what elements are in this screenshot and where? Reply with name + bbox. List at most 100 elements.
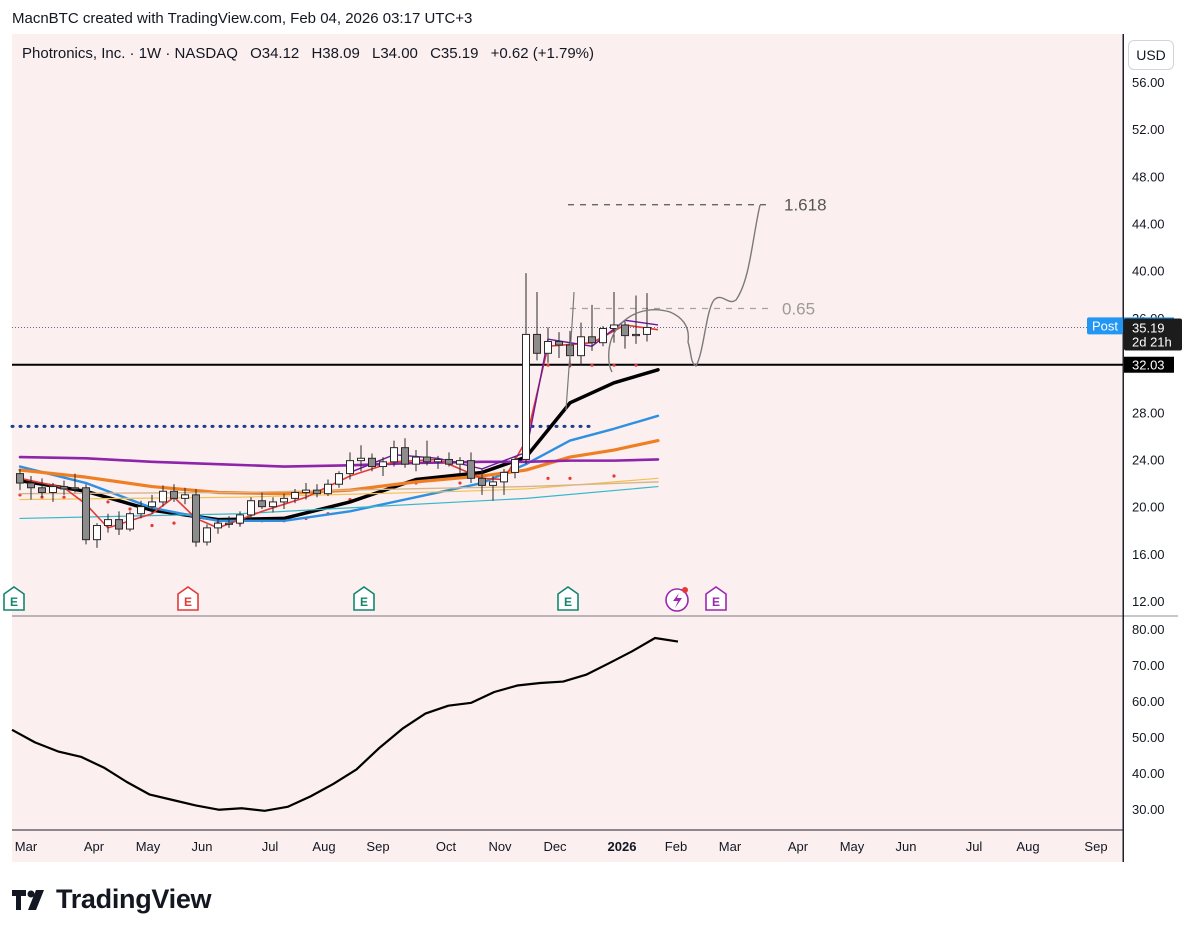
earnings-icon (557, 586, 579, 611)
stop-dot (458, 481, 462, 485)
time-tick-label: Aug (312, 839, 335, 854)
earnings-marker[interactable]: E (705, 586, 727, 611)
price-tick-label: 16.00 (1132, 547, 1165, 562)
countdown-badge: 2d 21h (1132, 334, 1172, 349)
brand: TradingView (12, 884, 212, 915)
earnings-marker[interactable]: E (353, 586, 375, 611)
candle-body (632, 333, 640, 337)
rsi-tick-label: 30.00 (1132, 802, 1165, 817)
candle-body (335, 473, 343, 485)
time-tick-label: Sep (366, 839, 389, 854)
candle-body (247, 500, 255, 516)
candle-body (82, 487, 90, 541)
candle-body (214, 522, 222, 529)
candle-body (423, 456, 431, 463)
time-tick-label: May (840, 839, 865, 854)
candle-body (390, 447, 398, 463)
earnings-marker[interactable]: E (557, 586, 579, 611)
rsi-tick-label: 60.00 (1132, 694, 1165, 709)
candle-body (412, 456, 420, 465)
legend-title: Photronics, Inc. · 1W · NASDAQ (22, 45, 238, 62)
legend: Photronics, Inc. · 1W · NASDAQ O34.12 H3… (22, 45, 602, 62)
candle-body (258, 500, 266, 508)
candle-body (544, 341, 552, 354)
price-tick-label: 28.00 (1132, 405, 1165, 420)
candle-body (346, 460, 354, 475)
earnings-icon (177, 586, 199, 611)
lightning-event-marker[interactable] (665, 587, 689, 612)
stop-dot (612, 474, 616, 478)
currency-button[interactable]: USD (1128, 40, 1174, 70)
rsi-tick-label: 70.00 (1132, 658, 1165, 673)
candle-body (610, 324, 618, 330)
candle-body (445, 458, 453, 465)
candle-body (434, 458, 442, 463)
candle-body (599, 328, 607, 344)
post-badge-label-bg (1087, 317, 1123, 335)
candle-body (225, 522, 233, 525)
earnings-letter: E (564, 595, 572, 609)
time-tick-label: Nov (488, 839, 512, 854)
rsi-tick-label: 80.00 (1132, 622, 1165, 637)
candle-body (93, 525, 101, 541)
candle-body (181, 494, 189, 499)
time-tick-label: Aug (1016, 839, 1039, 854)
stop-dot (172, 521, 176, 525)
candle-body (302, 489, 310, 493)
rsi-line (11, 636, 679, 812)
candle-body (643, 326, 651, 335)
price-tick-label: 48.00 (1132, 169, 1165, 184)
candle-body (324, 483, 332, 495)
post-badge-label: Post (1092, 318, 1118, 333)
ma-line-cyan_ma (19, 485, 659, 520)
fib-1.618-label: 1.618 (784, 196, 827, 215)
candle-body (555, 341, 563, 346)
candle-body (16, 473, 24, 484)
earnings-letter: E (360, 595, 368, 609)
candle-body (456, 460, 464, 465)
candle-body (401, 447, 409, 465)
candle-body (291, 491, 299, 499)
earnings-marker[interactable]: E (177, 586, 199, 611)
candle-body (478, 477, 486, 486)
candle-body (115, 519, 123, 530)
time-tick-label: Apr (84, 839, 105, 854)
rsi-tick-label: 50.00 (1132, 730, 1165, 745)
candle-body (522, 333, 530, 460)
candle-body (236, 514, 244, 524)
time-tick-label: Oct (436, 839, 457, 854)
candle-body (71, 487, 79, 490)
stop-dot (590, 363, 594, 367)
legend-low: L34.00 (372, 45, 418, 62)
candle-body (313, 489, 321, 495)
chart-pane[interactable] (12, 34, 1123, 862)
level-badge-bg (1124, 356, 1174, 373)
price-tick-label: 24.00 (1132, 452, 1165, 467)
price-tick-label: 20.00 (1132, 500, 1165, 515)
time-tick-label: 2026 (608, 839, 637, 854)
price-tick-label: 56.00 (1132, 75, 1165, 90)
earnings-marker[interactable]: E (3, 586, 25, 611)
stop-dot (62, 495, 66, 499)
candle-body (368, 457, 376, 468)
time-tick-label: Mar (15, 839, 38, 854)
earnings-letter: E (10, 595, 18, 609)
rsi-tick-label: 40.00 (1132, 766, 1165, 781)
candle-body (192, 494, 200, 543)
forecast-path-left (565, 291, 575, 411)
candle-body (148, 501, 156, 508)
time-tick-label: Jul (262, 839, 279, 854)
candle-body (49, 486, 57, 493)
time-tick-label: Sep (1084, 839, 1107, 854)
candle-body (126, 513, 134, 530)
time-tick-label: May (136, 839, 161, 854)
candle-body (60, 486, 68, 490)
time-tick-label: Dec (543, 839, 567, 854)
stop-dot (634, 363, 638, 367)
header-caption: MacnBTC created with TradingView.com, Fe… (12, 10, 473, 27)
tradingview-logo-icon (12, 889, 44, 910)
price-tick-label: 40.00 (1132, 264, 1165, 279)
price-axis[interactable] (1123, 34, 1179, 862)
time-tick-label: Jun (192, 839, 213, 854)
